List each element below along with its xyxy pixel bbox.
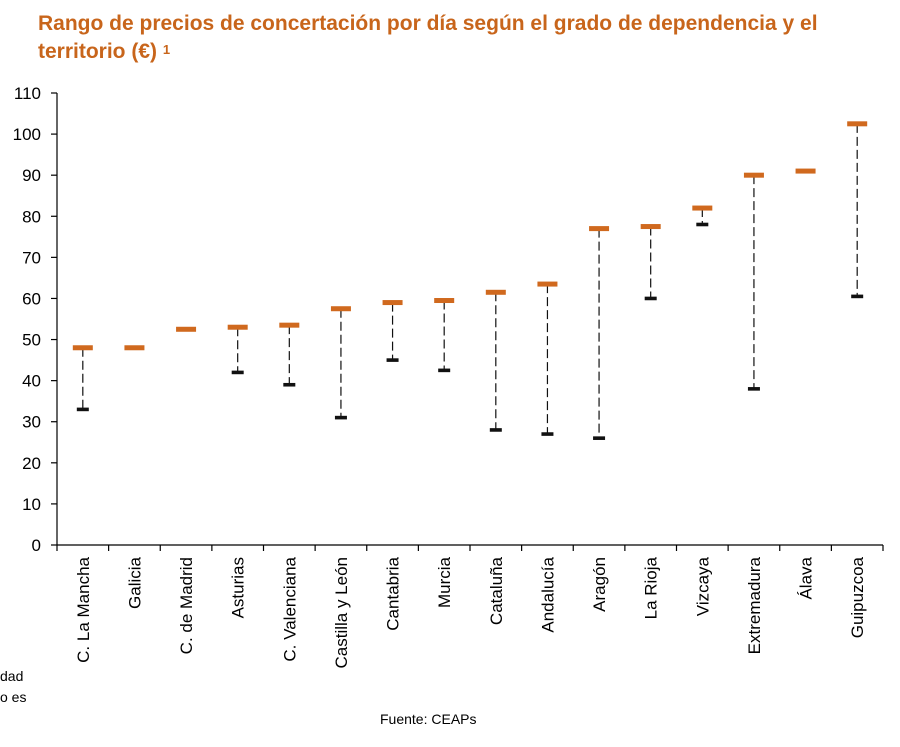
x-tick-label: Vizcaya <box>693 556 712 616</box>
y-tick-label: 100 <box>13 125 41 144</box>
x-tick-label: Álava <box>797 556 816 599</box>
min-marker <box>386 358 399 362</box>
x-tick-label: Castilla y León <box>332 557 351 669</box>
max-marker <box>124 345 145 351</box>
chart-title: Rango de precios de concertación por día… <box>38 10 878 66</box>
max-marker <box>847 121 868 127</box>
min-marker <box>593 436 606 440</box>
clipped-note-line-1: dad <box>0 668 24 684</box>
min-marker <box>334 415 347 420</box>
range-lines <box>82 123 858 439</box>
min-marker <box>489 428 502 432</box>
y-tick-label: 90 <box>22 166 41 185</box>
x-tick-label: Cantabria <box>384 556 403 630</box>
min-marker <box>747 387 760 391</box>
max-marker <box>227 324 248 330</box>
source-note: Fuente: CEAPs <box>380 711 477 727</box>
max-marker <box>485 289 506 295</box>
y-tick-label: 40 <box>22 372 41 391</box>
x-tick-label: C. de Madrid <box>177 557 196 654</box>
y-tick-label: 60 <box>22 289 41 308</box>
max-marker <box>692 205 713 211</box>
min-marker <box>231 370 244 375</box>
markers <box>72 121 868 440</box>
x-tick-label: Galicia <box>125 556 144 609</box>
y-tick-label: 70 <box>22 248 41 267</box>
max-marker <box>72 345 93 351</box>
min-marker <box>851 294 864 299</box>
x-tick-label: Asturias <box>229 557 248 618</box>
axes <box>51 92 884 551</box>
y-tick-label: 20 <box>22 454 41 473</box>
y-tick-label: 50 <box>22 331 41 350</box>
max-marker <box>279 322 300 328</box>
x-tick-label: C. La Mancha <box>74 556 93 662</box>
title-footnote-marker: 1 <box>162 42 171 57</box>
y-tick-label: 30 <box>22 413 41 432</box>
min-marker <box>644 296 657 301</box>
x-tick-label: C. Valenciana <box>280 556 299 661</box>
min-marker <box>438 368 451 373</box>
max-marker <box>640 224 661 230</box>
x-tick-label: Guipuzcoa <box>848 556 867 638</box>
y-tick-label: 10 <box>22 495 41 514</box>
max-marker <box>176 326 197 332</box>
y-tick-label: 110 <box>14 84 41 103</box>
min-marker <box>541 432 554 436</box>
max-marker <box>330 306 351 312</box>
y-tick-label: 0 <box>32 536 41 555</box>
x-tick-label: La Rioja <box>642 556 661 619</box>
tick-labels: 0 10 20 30 40 50 60 70 80 90 100 110 C. La Mancha Gal… <box>13 84 868 669</box>
max-marker <box>434 298 455 304</box>
min-marker <box>76 407 89 412</box>
max-marker <box>795 168 816 174</box>
max-marker <box>382 300 403 306</box>
x-tick-label: Aragón <box>590 557 609 612</box>
max-marker <box>743 172 764 178</box>
x-tick-label: Andalucía <box>538 556 557 632</box>
y-tick-label: 80 <box>22 207 41 226</box>
clipped-note-line-2: o es <box>0 689 27 705</box>
max-marker <box>589 226 610 232</box>
x-tick-label: Murcia <box>435 556 454 608</box>
x-tick-label: Cataluña <box>487 556 506 625</box>
max-marker <box>537 281 558 287</box>
min-marker <box>696 222 709 227</box>
x-tick-label: Extremadura <box>745 556 764 654</box>
chart-title-text: Rango de precios de concertación por día… <box>38 12 818 63</box>
min-marker <box>283 382 296 387</box>
